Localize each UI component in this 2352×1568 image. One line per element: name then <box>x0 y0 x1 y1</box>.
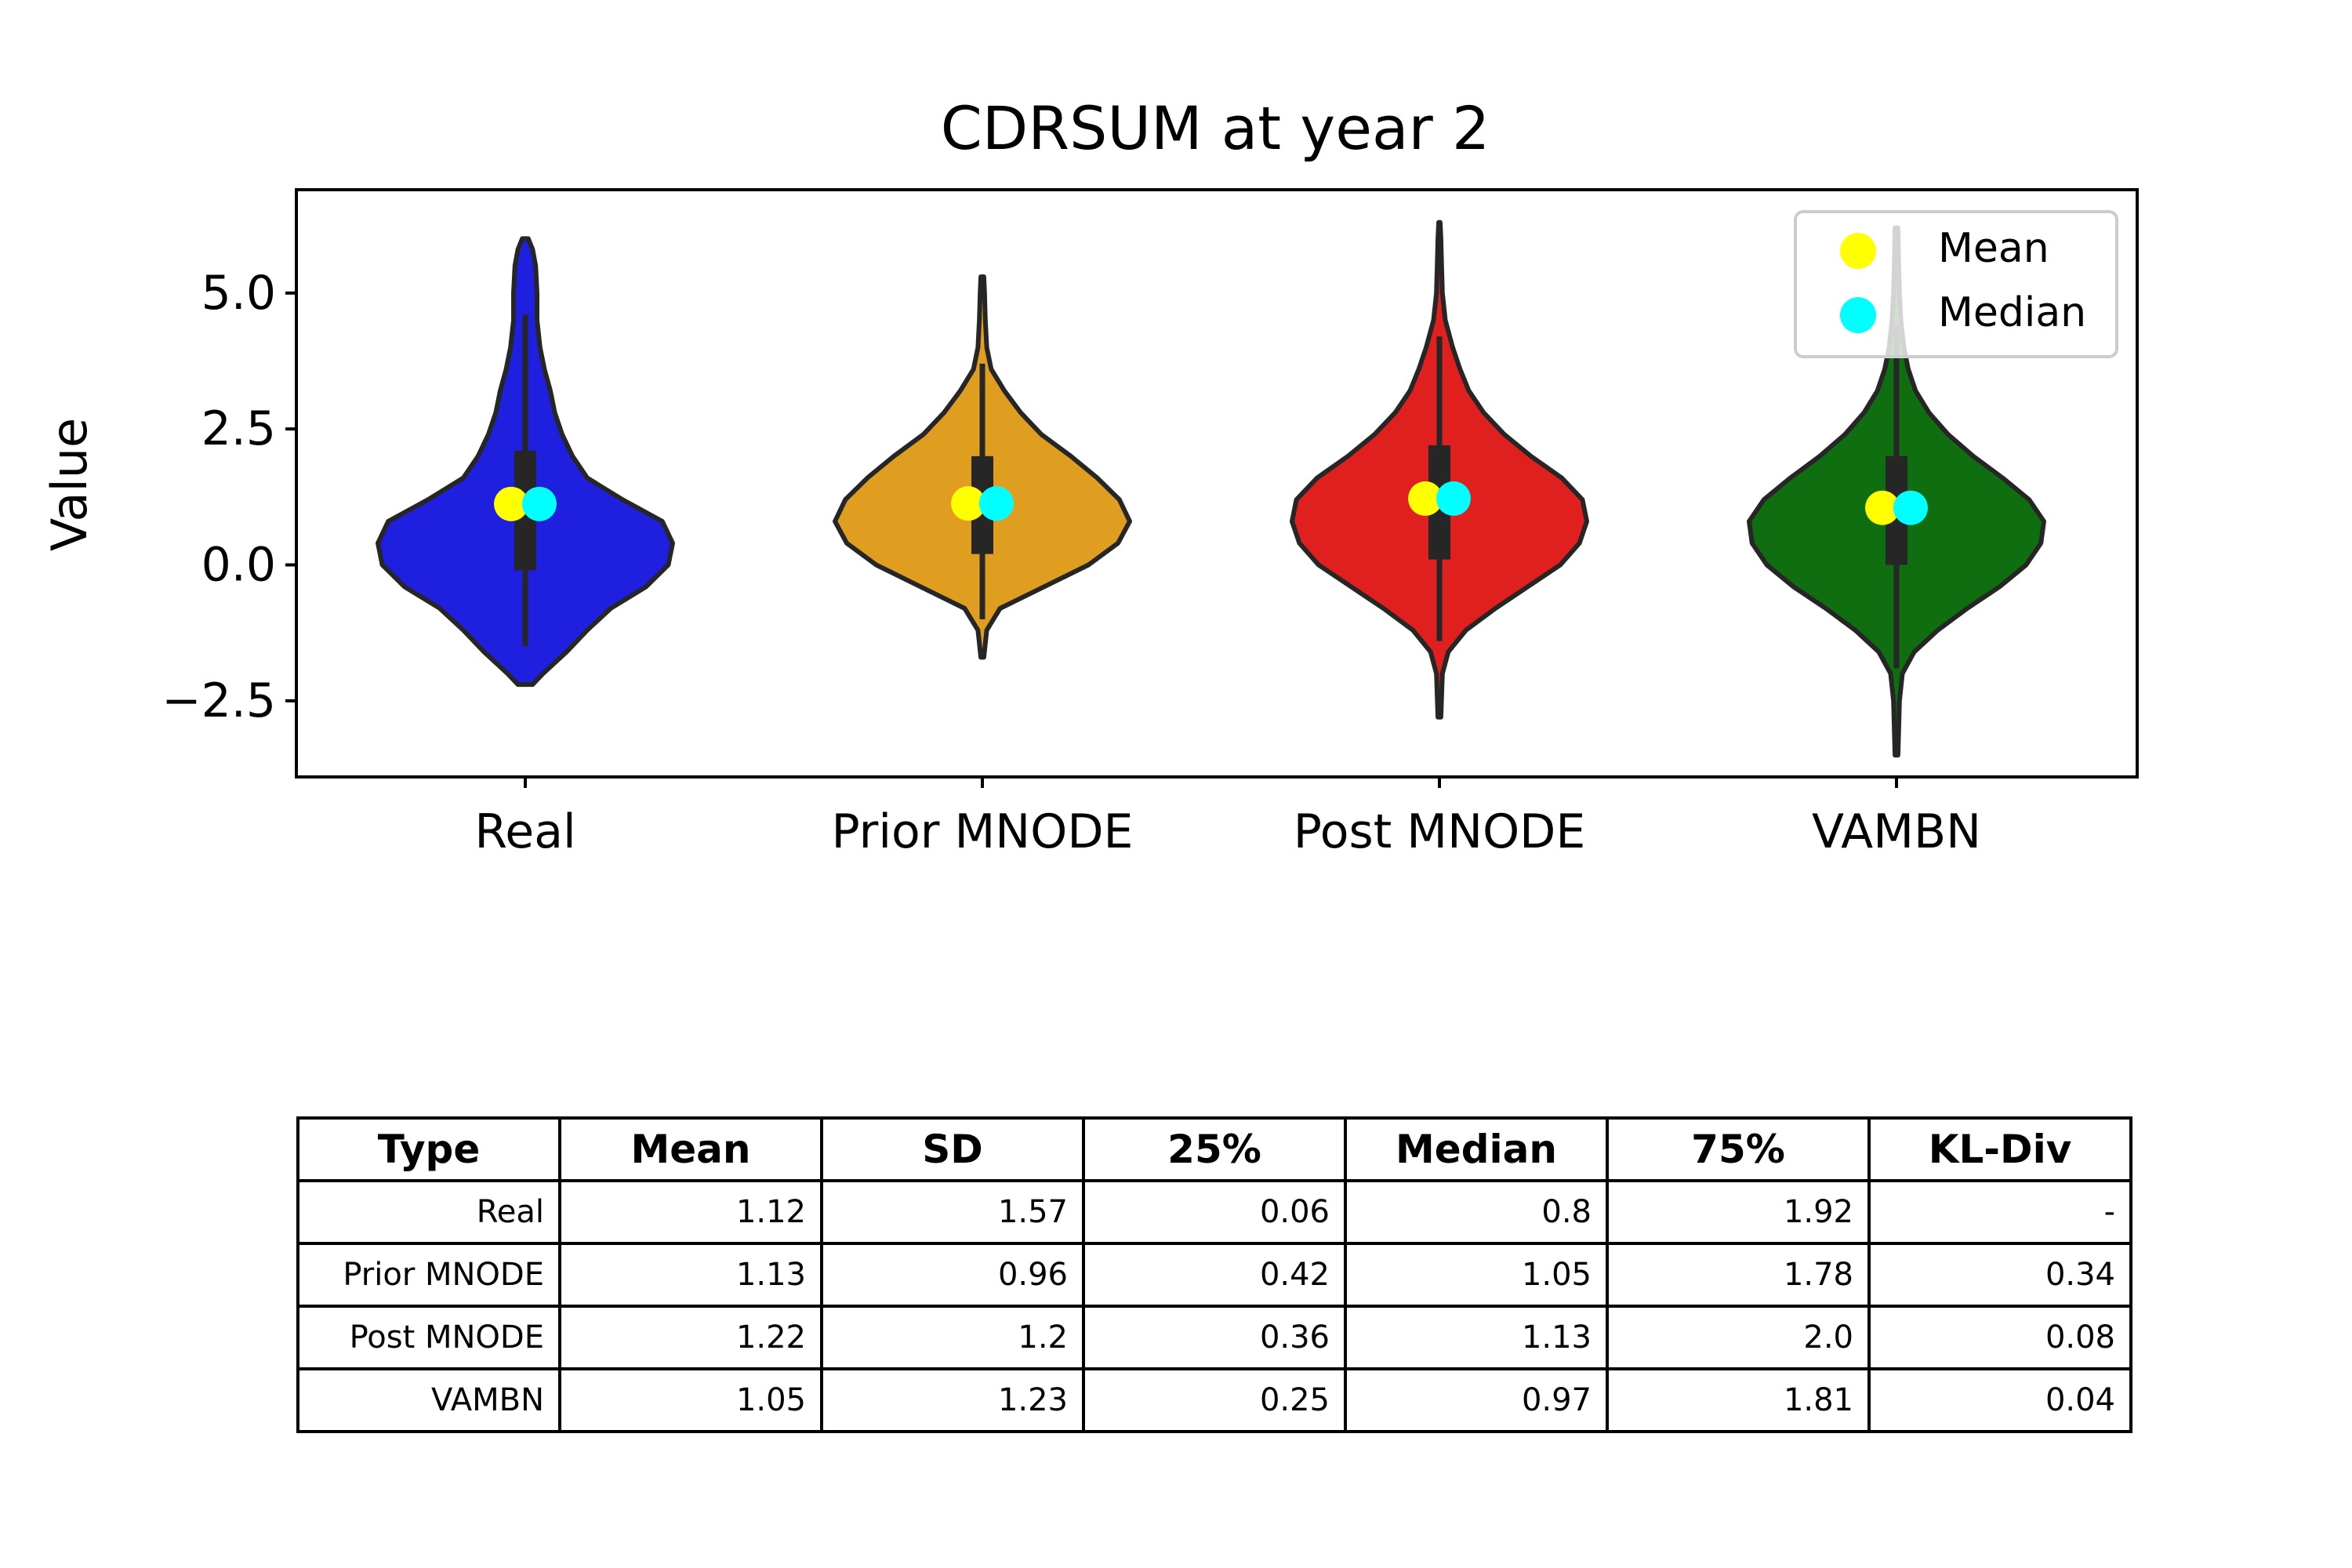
table-cell: 0.42 <box>1082 1242 1347 1308</box>
violin-chart: CDRSUM at year 2 Value −2.5 0.0 2.5 5.0 Rea… <box>41 93 2139 859</box>
mean-marker <box>951 486 985 521</box>
header-kl-div: KL-Div <box>1867 1116 2132 1182</box>
table-cell: 0.36 <box>1082 1305 1347 1370</box>
header-mean: Mean <box>558 1116 823 1182</box>
table-cell: 1.13 <box>1344 1305 1609 1370</box>
y-axis-label: Value <box>41 418 98 551</box>
legend-median-marker <box>1840 297 1876 333</box>
plot-frame <box>295 188 2139 779</box>
chart-title: CDRSUM at year 2 <box>941 93 1490 163</box>
chart-canvas: CDRSUM at year 2 Value −2.5 0.0 2.5 5.0 Rea… <box>41 93 2139 859</box>
table-cell: 1.2 <box>820 1305 1085 1370</box>
table-cell: 1.12 <box>558 1179 823 1245</box>
table-cell: 0.97 <box>1344 1367 1609 1433</box>
table-cell: 0.96 <box>820 1242 1085 1308</box>
header-sd: SD <box>820 1116 1085 1182</box>
table-cell: 1.57 <box>820 1179 1085 1245</box>
table-cell: 0.34 <box>1867 1242 2132 1308</box>
table-cell: - <box>1867 1179 2132 1245</box>
legend-mean-marker <box>1840 233 1876 269</box>
x-tick-label: Real <box>474 804 575 859</box>
table-cell: 1.13 <box>558 1242 823 1308</box>
mean-marker <box>1865 490 1900 525</box>
x-tick-label: VAMBN <box>1812 804 1981 859</box>
mean-marker <box>1408 481 1443 516</box>
median-marker <box>1436 481 1471 516</box>
mean-marker <box>494 486 528 521</box>
table-cell: 1.78 <box>1606 1242 1871 1308</box>
x-axis-ticks: Real Prior MNODE Post MNODE VAMBN <box>474 777 1981 859</box>
summary-table: Type Mean SD 25% Median 75% KL-Div Real … <box>296 1116 2132 1433</box>
header-type: Type <box>296 1116 561 1182</box>
table-cell: 1.92 <box>1606 1179 1871 1245</box>
table-cell: 2.0 <box>1606 1305 1871 1370</box>
table-cell: Post MNODE <box>296 1305 561 1370</box>
y-tick-label: −2.5 <box>162 673 276 728</box>
table-cell: 1.22 <box>558 1305 823 1370</box>
table-cell: 0.8 <box>1344 1179 1609 1245</box>
table-row: VAMBN 1.05 1.23 0.25 0.97 1.81 0.04 <box>296 1367 2132 1433</box>
y-axis-ticks: −2.5 0.0 2.5 5.0 <box>162 266 296 728</box>
header-median: Median <box>1344 1116 1609 1182</box>
table-row: Real 1.12 1.57 0.06 0.8 1.92 - <box>296 1179 2132 1245</box>
y-tick-label: 5.0 <box>201 266 276 321</box>
y-tick-label: 2.5 <box>201 401 276 456</box>
x-tick-label: Prior MNODE <box>832 804 1134 859</box>
header-q3: 75% <box>1606 1116 1871 1182</box>
table-row: Prior MNODE 1.13 0.96 0.42 1.05 1.78 0.3… <box>296 1242 2132 1308</box>
x-tick-label: Post MNODE <box>1294 804 1586 859</box>
table-cell: 1.23 <box>820 1367 1085 1433</box>
violins-group <box>376 220 2046 758</box>
median-marker <box>1893 490 1928 525</box>
table-cell: 0.06 <box>1082 1179 1347 1245</box>
table-header-row: Type Mean SD 25% Median 75% KL-Div <box>296 1116 2132 1182</box>
table-cell: VAMBN <box>296 1367 561 1433</box>
legend-median-label: Median <box>1938 289 2086 336</box>
table-cell: 1.05 <box>558 1367 823 1433</box>
median-marker <box>979 486 1014 521</box>
table-cell: 1.05 <box>1344 1242 1609 1308</box>
table-cell: 1.81 <box>1606 1367 1871 1433</box>
legend: Mean Median <box>1794 210 2118 358</box>
header-q1: 25% <box>1082 1116 1347 1182</box>
table-cell: 0.25 <box>1082 1367 1347 1433</box>
table-cell: Prior MNODE <box>296 1242 561 1308</box>
table-cell: Real <box>296 1179 561 1245</box>
table-cell: 0.04 <box>1867 1367 2132 1433</box>
y-tick-label: 0.0 <box>201 538 276 593</box>
table-row: Post MNODE 1.22 1.2 0.36 1.13 2.0 0.08 <box>296 1305 2132 1370</box>
median-marker <box>522 486 557 521</box>
legend-mean-label: Mean <box>1938 225 2049 272</box>
table-cell: 0.08 <box>1867 1305 2132 1370</box>
